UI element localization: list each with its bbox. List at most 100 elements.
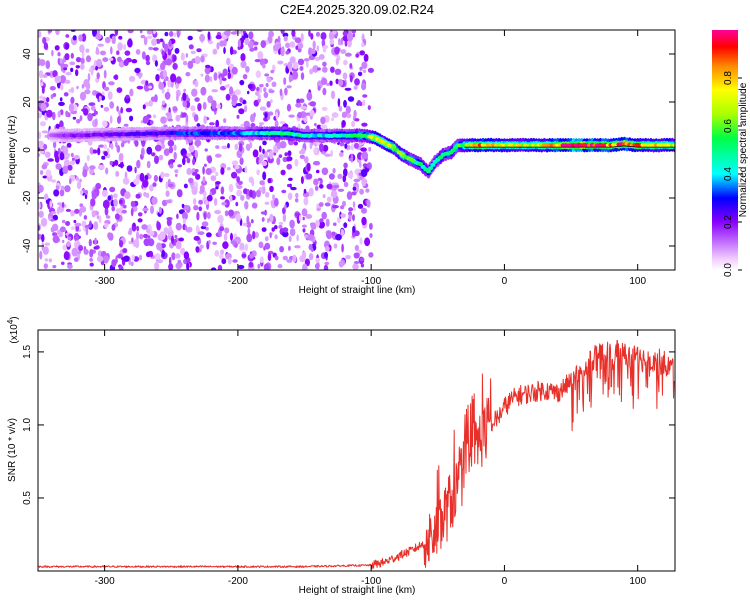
noise-speckle <box>352 201 356 208</box>
noise-speckle <box>207 95 214 104</box>
noise-speckle <box>124 50 131 56</box>
noise-speckle <box>173 32 177 38</box>
snr-x-ticks: -300 -200 -100 0 100 <box>95 330 646 587</box>
noise-speckle <box>158 206 162 214</box>
noise-speckle <box>205 200 209 205</box>
noise-speckle <box>96 58 103 68</box>
noise-speckle <box>318 221 325 229</box>
noise-speckle <box>107 195 112 201</box>
noise-speckle <box>264 112 268 119</box>
noise-speckle <box>85 55 92 63</box>
noise-speckle <box>44 258 49 262</box>
noise-speckle <box>353 207 356 211</box>
noise-speckle <box>303 58 310 62</box>
ridge-sample <box>672 143 675 148</box>
noise-speckle <box>188 177 194 184</box>
noise-speckle <box>38 225 41 231</box>
noise-speckle <box>220 249 225 255</box>
noise-speckle <box>355 53 360 58</box>
noise-speckle <box>354 78 360 86</box>
noise-speckle <box>204 148 208 152</box>
noise-speckle <box>142 179 149 188</box>
noise-speckle <box>86 154 90 162</box>
noise-speckle <box>253 99 259 107</box>
noise-speckle <box>168 225 172 233</box>
noise-speckle <box>226 167 231 171</box>
noise-speckle <box>289 41 296 48</box>
noise-speckle <box>52 111 56 121</box>
noise-speckle <box>241 253 247 258</box>
noise-speckle <box>198 206 203 212</box>
noise-speckle <box>156 242 162 251</box>
noise-speckle <box>287 192 293 201</box>
noise-speckle <box>331 117 334 122</box>
noise-speckle <box>142 207 149 212</box>
noise-speckle <box>85 82 91 90</box>
noise-speckle <box>137 218 143 223</box>
noise-speckle <box>277 60 284 65</box>
noise-speckle <box>58 147 61 153</box>
noise-speckle <box>205 64 211 69</box>
noise-speckle <box>209 76 213 83</box>
colorbar-tick-label: 0.8 <box>723 71 734 85</box>
noise-speckle <box>62 239 65 243</box>
noise-speckle <box>165 181 169 190</box>
noise-speckle <box>161 249 166 258</box>
spectrogram-x-axis-label: Height of straight line (km) <box>299 285 416 296</box>
noise-speckle <box>115 208 122 214</box>
noise-speckle <box>92 30 97 37</box>
noise-speckle <box>221 145 229 150</box>
noise-speckle <box>90 105 96 111</box>
noise-speckle <box>125 94 130 99</box>
y-tick-label: 0 <box>22 147 33 153</box>
noise-speckle <box>59 58 63 64</box>
noise-speckle <box>43 193 49 201</box>
noise-speckle <box>317 85 321 91</box>
noise-speckle <box>257 93 261 100</box>
noise-speckle <box>146 146 153 155</box>
noise-speckle <box>342 174 347 183</box>
noise-speckle <box>96 72 100 80</box>
noise-speckle <box>65 221 71 226</box>
noise-speckle <box>334 46 340 55</box>
noise-speckle <box>183 88 186 93</box>
noise-speckle <box>244 200 249 210</box>
noise-speckle <box>84 89 91 95</box>
noise-speckle <box>236 176 241 183</box>
noise-speckle <box>38 201 41 210</box>
noise-speckle <box>280 169 286 176</box>
noise-speckle <box>79 44 85 53</box>
noise-speckle <box>263 91 269 99</box>
noise-speckle <box>343 99 347 108</box>
noise-speckle <box>70 210 75 217</box>
noise-speckle <box>246 188 250 197</box>
noise-speckle <box>139 233 144 240</box>
noise-speckle <box>333 184 340 189</box>
noise-speckle <box>103 69 107 79</box>
noise-speckle <box>43 263 48 269</box>
noise-speckle <box>326 183 333 190</box>
noise-speckle <box>52 70 58 78</box>
noise-speckle <box>152 182 157 187</box>
noise-speckle <box>301 208 308 217</box>
noise-speckle <box>186 262 190 270</box>
noise-speckle <box>192 171 198 176</box>
noise-speckle <box>289 56 296 64</box>
noise-speckle <box>338 79 344 87</box>
noise-speckle <box>134 166 137 174</box>
noise-speckle <box>262 63 266 69</box>
noise-speckle <box>64 53 70 61</box>
noise-speckle <box>76 85 79 90</box>
noise-speckle <box>281 189 287 194</box>
noise-speckle <box>140 34 146 39</box>
noise-speckle <box>290 186 297 191</box>
noise-speckle <box>296 42 304 49</box>
noise-speckle <box>119 199 123 204</box>
noise-speckle <box>300 147 306 155</box>
noise-speckle <box>50 218 55 222</box>
noise-speckle <box>299 66 304 71</box>
noise-speckle <box>70 67 74 73</box>
noise-speckle <box>359 161 362 168</box>
noise-speckle <box>359 257 365 262</box>
noise-speckle <box>332 167 336 174</box>
